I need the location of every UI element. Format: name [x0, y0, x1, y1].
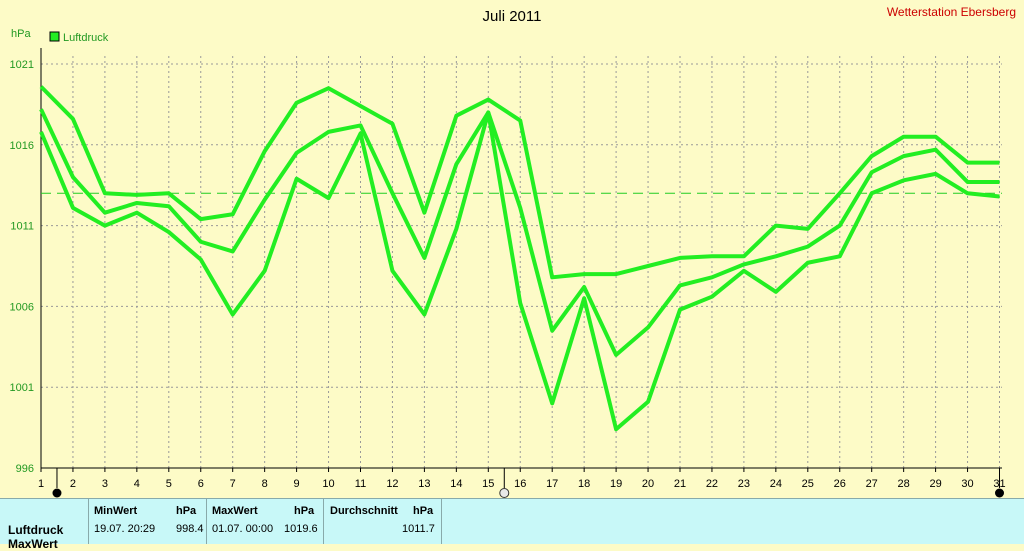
- stats-row-label: Luftdruck: [8, 523, 64, 537]
- x-tick-label: 28: [898, 478, 910, 490]
- y-axis: 996 1001 1006 1011 1016 1021: [10, 48, 42, 475]
- x-tick-label: 2: [70, 478, 76, 490]
- x-tick-label: 13: [418, 478, 430, 490]
- series-line-mittel: [39, 108, 1000, 357]
- y-tick-label: 996: [16, 463, 34, 475]
- series-group: [39, 85, 1000, 432]
- x-tick-label: 18: [578, 478, 590, 490]
- max-unit: hPa: [294, 505, 315, 517]
- series-line-max: [39, 85, 1000, 280]
- grid: [41, 56, 1002, 469]
- x-tick-label: 5: [166, 478, 172, 490]
- x-tick-label: 29: [929, 478, 941, 490]
- stats-panel: Luftdruck MaxWert MinWert hPa 19.07. 20:…: [0, 498, 1024, 551]
- legend-label: Luftdruck: [63, 32, 109, 44]
- x-axis: 1 2 3 4 5 6 7 8 9 10 11 12 13 14 15 16 17 18 19 20 21 22 23 24 2…: [38, 467, 1006, 490]
- x-tick-label: 22: [706, 478, 718, 490]
- legend-swatch: [49, 31, 60, 42]
- chart-title: Juli 2011: [483, 8, 542, 25]
- x-tick-label: 8: [262, 478, 268, 490]
- x-tick-label: 3: [102, 478, 108, 490]
- y-tick-label: 1001: [10, 382, 34, 394]
- x-tick-label: 4: [134, 478, 140, 490]
- pressure-chart: Juli 2011 Wetterstation Ebersberg hPa Lu…: [10, 5, 1016, 498]
- y-tick-label: 1011: [10, 221, 34, 233]
- avg-unit: hPa: [413, 505, 434, 517]
- x-tick-label: 16: [514, 478, 526, 490]
- station-name: Wetterstation Ebersberg: [887, 5, 1016, 19]
- min-header: MinWert: [94, 505, 138, 517]
- period-marker: [52, 488, 62, 498]
- x-tick-label: 12: [386, 478, 398, 490]
- x-tick-label: 26: [834, 478, 846, 490]
- x-tick-label: 17: [546, 478, 558, 490]
- x-tick-label: 25: [802, 478, 814, 490]
- series-line-min: [39, 110, 1000, 432]
- min-time: 19.07. 20:29: [94, 523, 156, 535]
- min-unit: hPa: [176, 505, 197, 517]
- x-tick-label: 1: [38, 478, 44, 490]
- x-tick-label: 21: [674, 478, 686, 490]
- x-tick-label: 19: [610, 478, 622, 490]
- x-tick-label: 14: [450, 478, 462, 490]
- x-tick-label: 7: [230, 478, 236, 490]
- period-marker-hollow: [499, 488, 510, 498]
- period-markers: [52, 468, 1004, 498]
- x-tick-label: 6: [198, 478, 204, 490]
- y-tick-label: 1016: [10, 140, 34, 152]
- avg-value: 1011.7: [402, 523, 435, 535]
- x-tick-label: 24: [770, 478, 782, 490]
- avg-header: Durchschnitt: [330, 505, 398, 517]
- y-tick-label: 1021: [10, 59, 34, 71]
- max-header: MaxWert: [212, 505, 258, 517]
- max-value: 1019.6: [284, 523, 318, 535]
- x-tick-label: 27: [866, 478, 878, 490]
- x-tick-label: 11: [355, 478, 366, 490]
- x-tick-label: 9: [294, 478, 300, 490]
- y-tick-label: 1006: [10, 301, 34, 313]
- min-value: 998.4: [176, 523, 204, 535]
- x-tick-label: 10: [322, 478, 334, 490]
- period-marker: [995, 488, 1004, 498]
- x-tick-label: 30: [961, 478, 973, 490]
- y-unit-label: hPa: [11, 28, 31, 40]
- stats-row-label-2: MaxWert: [8, 537, 58, 551]
- max-time: 01.07. 00:00: [212, 523, 274, 535]
- x-tick-label: 15: [482, 478, 494, 490]
- x-tick-label: 20: [642, 478, 654, 490]
- x-tick-label: 23: [738, 478, 750, 490]
